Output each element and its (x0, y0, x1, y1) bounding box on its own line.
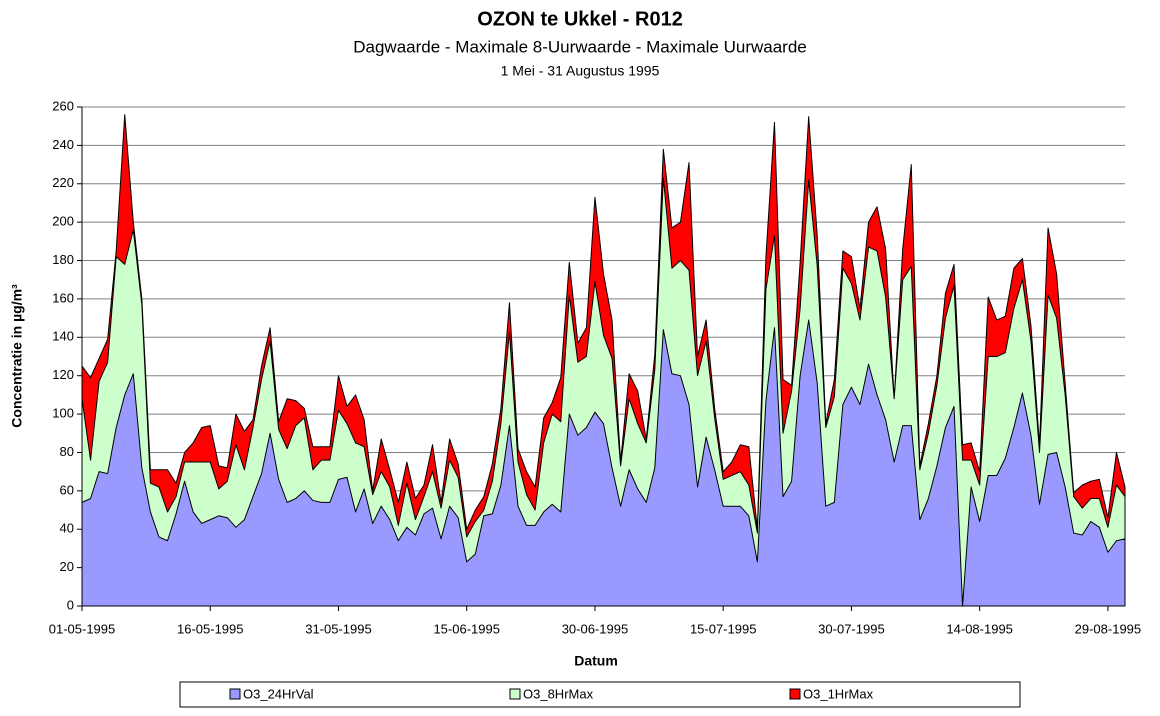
x-tick-label: 31-05-1995 (305, 621, 372, 636)
y-tick-label: 0 (67, 597, 74, 612)
x-tick-label: 16-05-1995 (177, 621, 244, 636)
y-tick-label: 120 (52, 367, 74, 382)
x-tick-label: 29-08-1995 (1075, 621, 1142, 636)
legend-swatch (509, 688, 521, 700)
area (81, 319, 1126, 607)
x-tick-label: 15-06-1995 (433, 621, 500, 636)
y-tick-label: 40 (60, 521, 74, 536)
y-tick-label: 140 (52, 329, 74, 344)
y-tick-label: 240 (52, 137, 74, 152)
legend-box (179, 681, 1021, 708)
legend-label: O3_8HrMax (523, 686, 594, 701)
y-tick-label: 100 (52, 406, 74, 421)
x-axis-title: Datum (574, 653, 618, 669)
chart-period: 1 Mei - 31 Augustus 1995 (501, 63, 660, 79)
x-tick-label: 15-07-1995 (690, 621, 757, 636)
y-tick-label: 20 (60, 559, 74, 574)
x-tick-label: 30-07-1995 (818, 621, 885, 636)
legend-swatch (229, 688, 241, 700)
y-tick-label: 60 (60, 482, 74, 497)
y-tick-label: 220 (52, 175, 74, 190)
y-tick-label: 80 (60, 444, 74, 459)
y-axis-title: Concentratie in µg/m³ (9, 284, 25, 428)
legend-swatch (789, 688, 801, 700)
chart-subtitle: Dagwaarde - Maximale 8-Uurwaarde - Maxim… (353, 37, 807, 56)
y-tick-label: 180 (52, 252, 74, 267)
y-tick-label: 260 (52, 98, 74, 113)
y-tick-label: 160 (52, 290, 74, 305)
chart-title: OZON te Ukkel - R012 (477, 8, 683, 30)
legend-label: O3_24HrVal (243, 686, 314, 701)
y-tick-label: 200 (52, 214, 74, 229)
legend-label: O3_1HrMax (803, 686, 874, 701)
x-tick-label: 01-05-1995 (49, 621, 116, 636)
x-tick-label: 30-06-1995 (562, 621, 629, 636)
x-tick-label: 14-08-1995 (946, 621, 1013, 636)
